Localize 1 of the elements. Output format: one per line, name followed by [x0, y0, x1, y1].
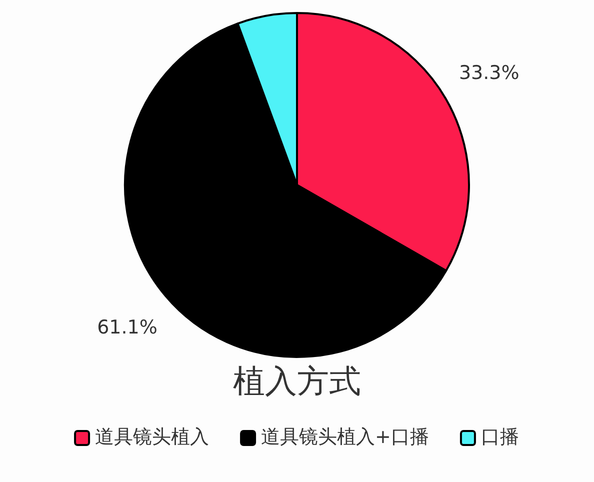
title: 植入方式: [233, 362, 361, 400]
